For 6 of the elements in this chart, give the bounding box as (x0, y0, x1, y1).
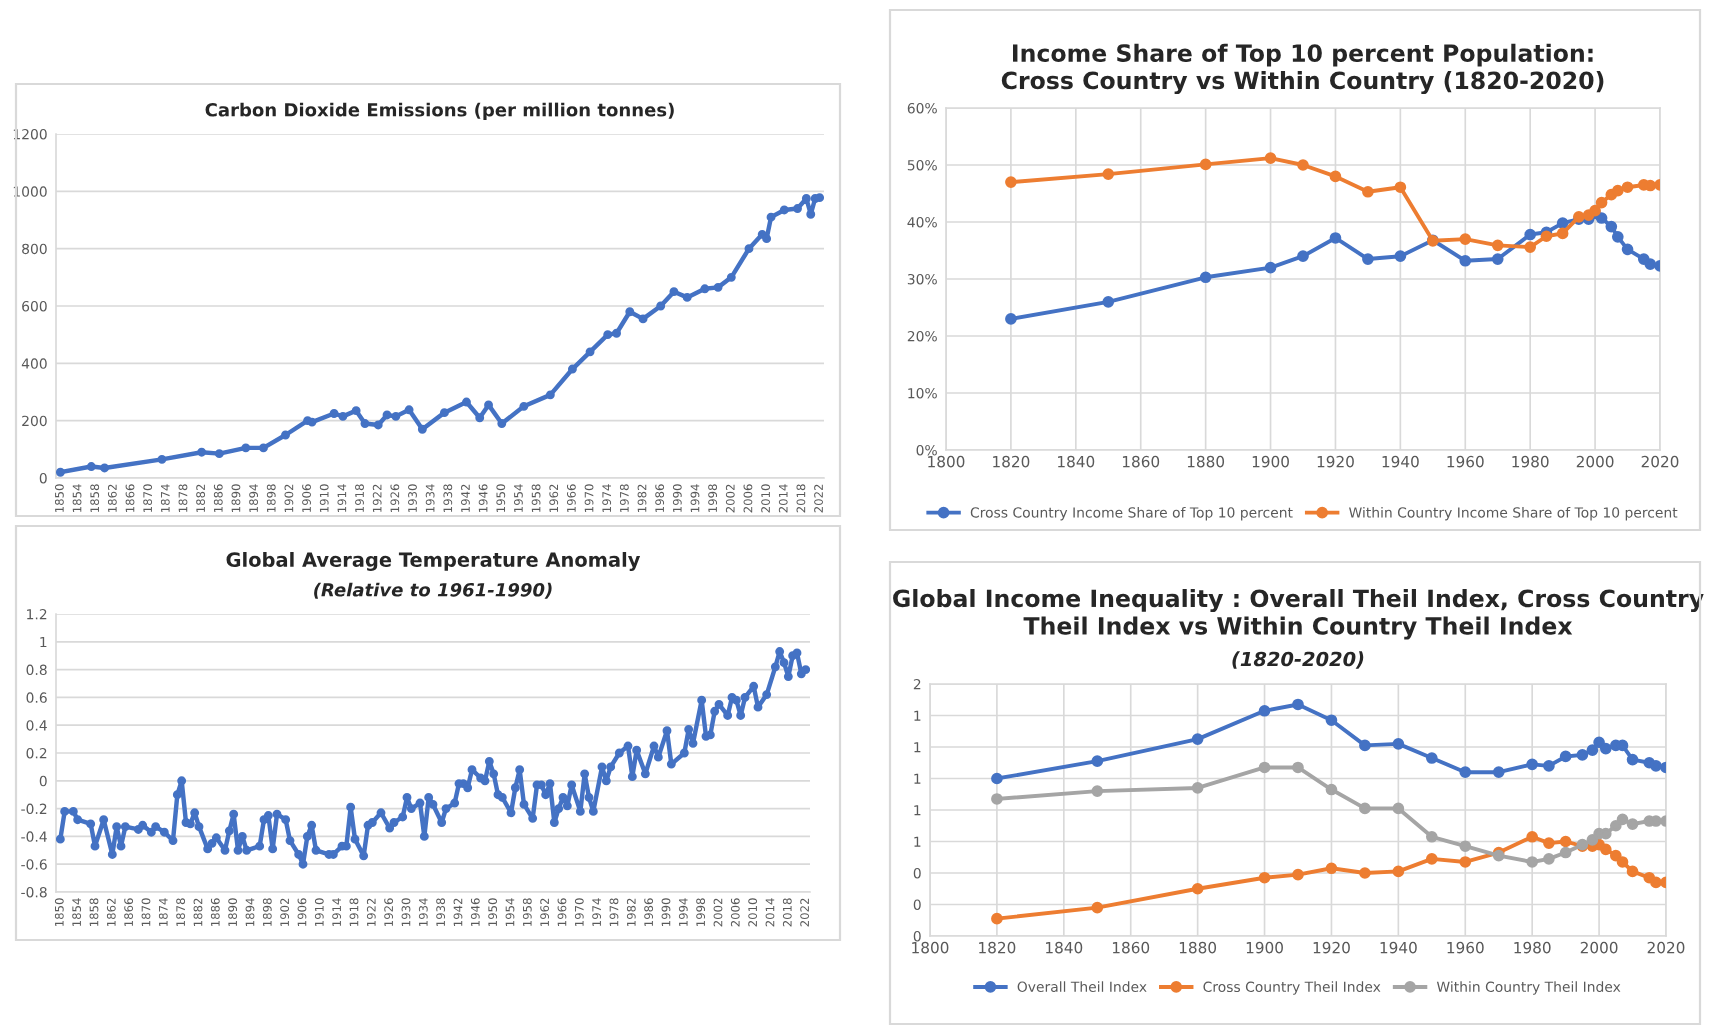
chart-subtitle: (Relative to 1961-1990) (314, 582, 552, 599)
chart-title: Global Income Inequality : Overall Theil Index, Cross Country Theil Index vs Within Country Theil Index (893, 589, 1704, 640)
chart-title: Global Average Temperature Anomaly (226, 551, 641, 571)
chart-title: Income Share of Top 10 percent Population: Cross Country vs Within Country (1820-2020) (1001, 43, 1604, 95)
chart-title: Carbon Dioxide Emissions (per million tonnes) (205, 102, 674, 121)
chart-subtitle: (1820-2020) (1232, 651, 1364, 669)
